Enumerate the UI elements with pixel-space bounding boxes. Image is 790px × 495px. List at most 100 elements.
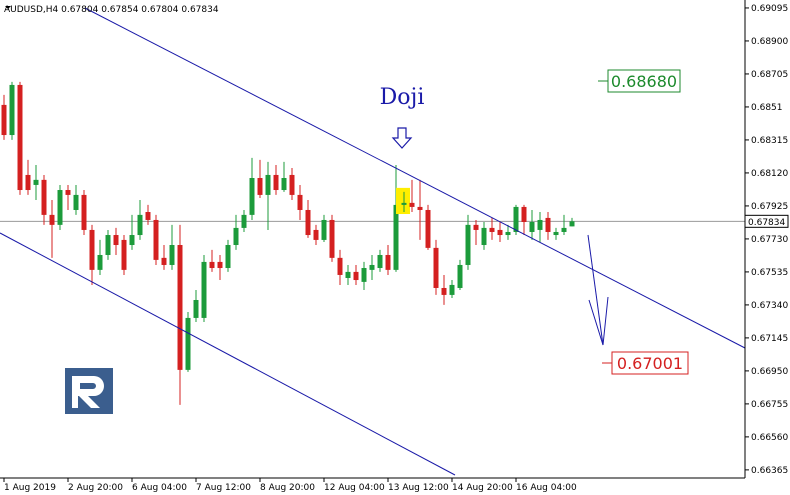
candle-body bbox=[513, 206, 519, 232]
candle-body bbox=[1, 104, 7, 136]
candle-body bbox=[145, 212, 151, 220]
candle-body bbox=[89, 229, 95, 270]
candle-body bbox=[521, 206, 527, 222]
candle-body bbox=[417, 206, 423, 210]
candle-body bbox=[441, 287, 447, 295]
candle-body bbox=[185, 317, 191, 370]
candle-body bbox=[569, 221, 575, 227]
candle-body bbox=[113, 235, 119, 246]
candle-body bbox=[121, 239, 127, 270]
candle-body bbox=[281, 178, 287, 191]
y-tick-label: 0.6851 bbox=[751, 103, 783, 113]
y-tick-label: 0.66365 bbox=[751, 466, 788, 476]
target-low-label: 0.67001 bbox=[617, 354, 683, 373]
candle-body bbox=[17, 84, 23, 191]
channel-upper bbox=[84, 7, 746, 349]
logo bbox=[65, 368, 113, 414]
y-tick-label: 0.68900 bbox=[751, 37, 788, 47]
candles bbox=[0, 81, 745, 405]
candle-body bbox=[497, 229, 503, 236]
candle-body bbox=[449, 284, 455, 295]
candle-body bbox=[505, 231, 511, 236]
candle-body bbox=[537, 219, 543, 230]
header: AUDUSD,H4 0.67804 0.67854 0.67804 0.6783… bbox=[4, 5, 219, 15]
y-tick-label: 0.67925 bbox=[751, 202, 788, 212]
x-tick-label: 16 Aug 04:00 bbox=[516, 483, 577, 493]
candle-body bbox=[81, 194, 87, 230]
candle-body bbox=[201, 261, 207, 318]
target-low-box bbox=[611, 351, 689, 375]
candle-body bbox=[233, 227, 239, 246]
candle-body bbox=[377, 254, 383, 269]
candle-body bbox=[393, 204, 399, 270]
candle-body bbox=[65, 190, 71, 195]
candle-body bbox=[553, 231, 559, 236]
candle-body bbox=[129, 235, 135, 246]
candle-body bbox=[193, 299, 199, 318]
candle-body bbox=[169, 245, 175, 265]
candle-body bbox=[57, 190, 63, 225]
candle-body bbox=[265, 174, 271, 195]
channel-lower bbox=[0, 232, 456, 476]
candle-body bbox=[425, 209, 431, 248]
candle-body bbox=[273, 174, 279, 191]
candle-body bbox=[241, 214, 247, 228]
candle-body bbox=[401, 202, 407, 205]
y-tick-label: 0.67145 bbox=[751, 334, 788, 344]
x-tick-label: 6 Aug 04:00 bbox=[132, 483, 187, 493]
candle-body bbox=[297, 194, 303, 210]
candle-body bbox=[369, 264, 375, 270]
candle-body bbox=[289, 174, 295, 195]
candle-body bbox=[433, 247, 439, 288]
candle-body bbox=[209, 261, 215, 269]
candle-body bbox=[225, 245, 231, 269]
pattern-label: Doji bbox=[380, 85, 425, 110]
x-tick-label: 8 Aug 20:00 bbox=[260, 483, 315, 493]
candle-body bbox=[177, 245, 183, 370]
candle-body bbox=[489, 227, 495, 232]
candle-body bbox=[49, 214, 55, 225]
candle-body bbox=[305, 209, 311, 236]
forecast-line bbox=[587, 234, 604, 346]
y-tick-label: 0.69095 bbox=[751, 4, 788, 14]
candle-body bbox=[313, 229, 319, 240]
candle-body bbox=[9, 84, 15, 136]
price-label-box bbox=[744, 214, 789, 228]
y-tick-label: 0.66755 bbox=[751, 400, 788, 410]
y-tick-label: 0.68705 bbox=[751, 70, 788, 80]
candle-body bbox=[33, 179, 39, 185]
y-tick-label: 0.67340 bbox=[751, 301, 788, 311]
candle-body bbox=[257, 178, 263, 195]
candle-body bbox=[337, 257, 343, 275]
candle-body bbox=[545, 217, 551, 232]
candle-body bbox=[353, 271, 359, 281]
price-label: 0.67834 bbox=[748, 218, 785, 228]
candle-body bbox=[249, 178, 255, 215]
doji-arrow bbox=[391, 127, 413, 149]
candle-body bbox=[321, 219, 327, 240]
y-tick-label: 0.67730 bbox=[751, 235, 788, 245]
candle-body bbox=[529, 221, 535, 232]
candle-body bbox=[361, 268, 367, 282]
target-high-box bbox=[607, 69, 681, 93]
candle-body bbox=[137, 214, 143, 236]
x-tick-label: 14 Aug 20:00 bbox=[452, 483, 513, 493]
y-tick-label: 0.68315 bbox=[751, 136, 788, 146]
candle-body bbox=[457, 264, 463, 288]
candle-body bbox=[481, 227, 487, 246]
doji-highlight bbox=[396, 187, 410, 215]
x-tick-label: 12 Aug 04:00 bbox=[324, 483, 385, 493]
y-tick-label: 0.67535 bbox=[751, 268, 788, 278]
header-icon bbox=[5, 6, 11, 9]
x-tick-label: 1 Aug 2019 bbox=[4, 483, 56, 493]
candle-body bbox=[41, 179, 47, 215]
candle-body bbox=[465, 224, 471, 265]
candle-body bbox=[561, 227, 567, 232]
candle-body bbox=[97, 254, 103, 270]
candle-body bbox=[105, 235, 111, 255]
candle-body bbox=[161, 257, 167, 265]
candle-body bbox=[73, 194, 79, 210]
candle-body bbox=[217, 261, 223, 269]
x-tick-label: 13 Aug 12:00 bbox=[388, 483, 449, 493]
